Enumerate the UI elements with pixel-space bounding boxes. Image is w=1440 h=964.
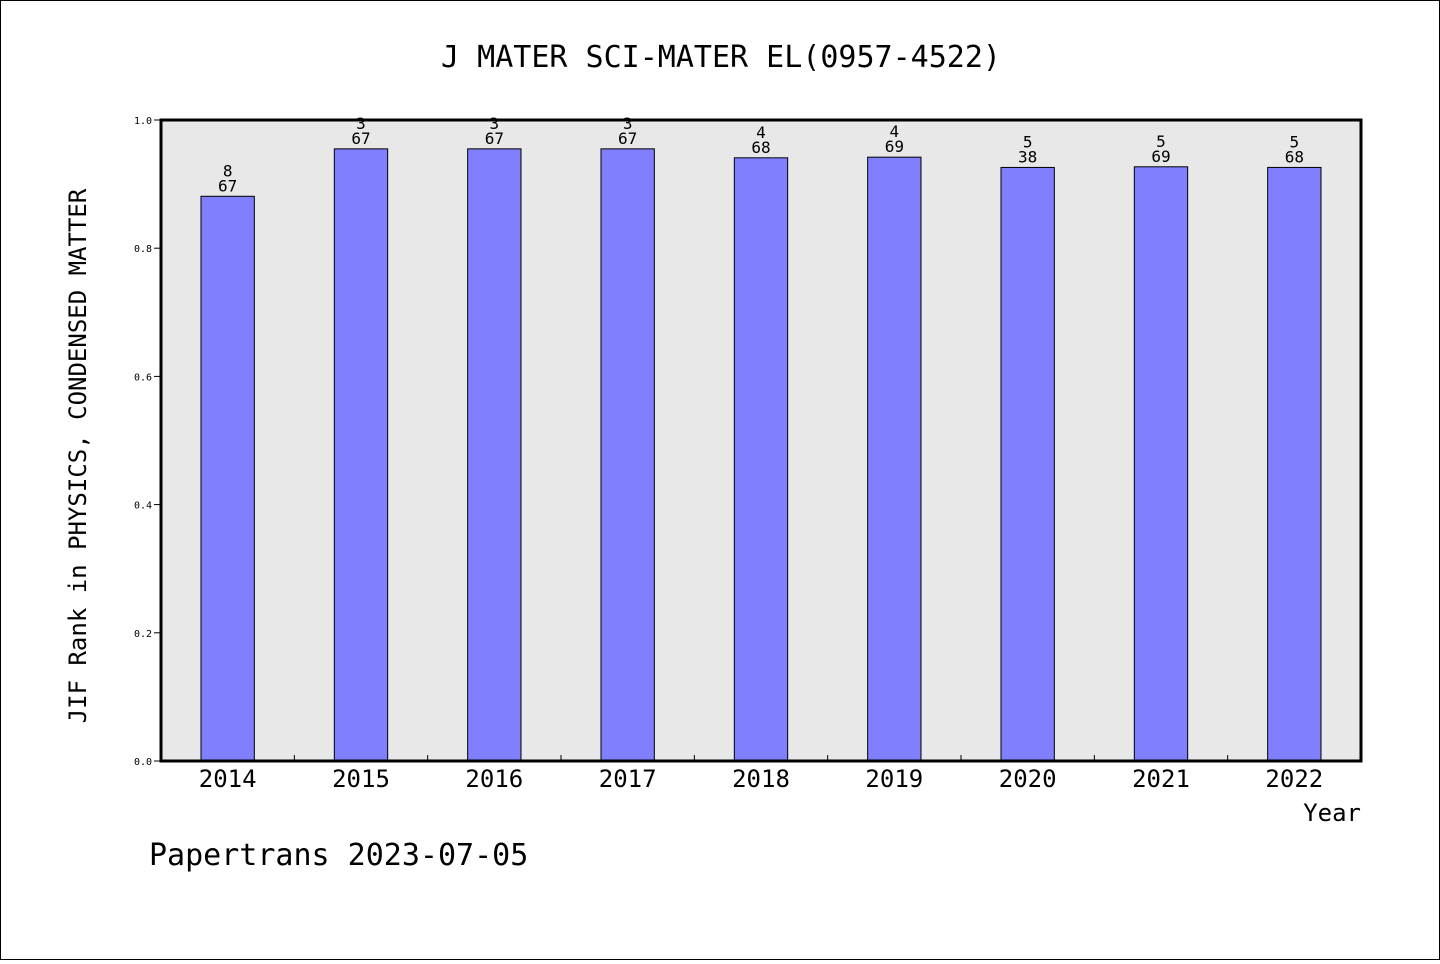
footer-credit: Papertrans 2023-07-05 (149, 838, 528, 873)
bar-label-rank: 4 (890, 122, 900, 141)
x-tick-label: 2015 (332, 765, 390, 793)
bar-2017 (600, 148, 655, 762)
bar-2020 (1000, 166, 1055, 762)
y-tick-label: 0.0 (134, 757, 152, 768)
chart-title: J MATER SCI-MATER EL(0957-4522) (441, 40, 1001, 75)
bar-2015 (333, 148, 389, 762)
bar-label-total: 69 (1151, 147, 1170, 166)
x-tick-label: 2017 (599, 765, 657, 793)
y-tick-label: 0.4 (134, 501, 152, 512)
bar-label-total: 67 (618, 129, 637, 148)
x-axis: 2014 2015 2016 2017 2018 2019 2020 2021 2022 (199, 755, 1323, 793)
x-axis-label: Year (1303, 799, 1361, 827)
x-tick-label: 2020 (999, 765, 1057, 793)
bar-label-total: 38 (1018, 147, 1037, 166)
y-tick-label: 0.2 (134, 629, 152, 640)
bar-label-rank: 4 (756, 123, 766, 142)
x-tick-label: 2019 (865, 765, 923, 793)
bar-2018 (733, 157, 789, 762)
bar-2014 (200, 195, 255, 762)
y-tick-label: 0.6 (134, 372, 152, 383)
bar-2016 (467, 148, 522, 762)
y-axis-label: JIF Rank in PHYSICS, CONDENSED MATTER (64, 188, 92, 723)
bar-label-rank: 3 (490, 114, 500, 133)
bar-label-total: 68 (751, 138, 770, 157)
x-tick-label: 2022 (1265, 765, 1323, 793)
bar-label-rank: 3 (356, 114, 366, 133)
x-tick-label: 2018 (732, 765, 790, 793)
y-tick-label: 0.8 (134, 244, 152, 255)
bar-label-rank: 3 (623, 114, 633, 133)
bar-label-rank: 8 (223, 161, 233, 180)
bar-label-rank: 5 (1023, 132, 1033, 151)
bar-label-rank: 5 (1156, 132, 1166, 151)
bar-label-total: 67 (485, 129, 504, 148)
bar-2019 (867, 156, 922, 762)
y-axis: 0.0 0.2 0.4 0.6 0.8 1.0 (134, 116, 161, 768)
bar-label-total: 67 (351, 129, 370, 148)
bar-label-rank: 5 (1290, 132, 1300, 151)
bar-2021 (1133, 166, 1189, 762)
plot-border (159, 118, 1363, 763)
y-tick-label: 1.0 (134, 116, 152, 127)
bars-group (200, 148, 1322, 762)
x-tick-label: 2014 (199, 765, 257, 793)
bar-2022 (1267, 166, 1322, 762)
x-tick-label: 2016 (465, 765, 523, 793)
bar-label-total: 67 (218, 176, 237, 195)
x-tick-label: 2021 (1132, 765, 1190, 793)
bar-label-total: 68 (1285, 147, 1304, 166)
bar-label-total: 69 (885, 137, 904, 156)
